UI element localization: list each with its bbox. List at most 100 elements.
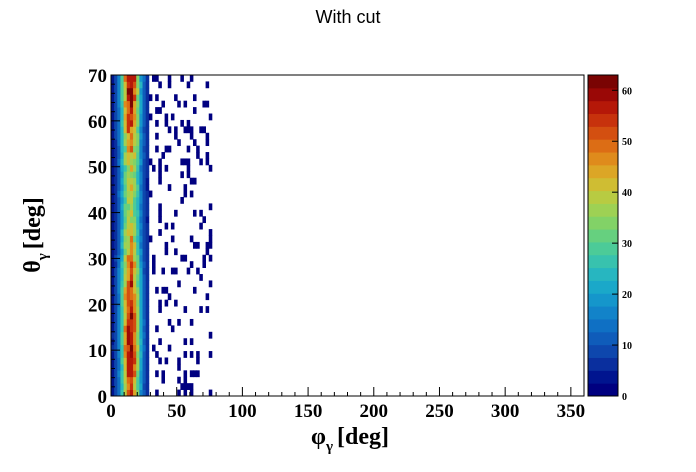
heatmap-cell [123,222,128,230]
heatmap-cell [164,119,169,127]
heatmap-cell [177,100,181,108]
heatmap-cell [123,171,128,179]
heatmap-cell [111,107,115,114]
heatmap-cell [123,184,128,191]
color-scale-bin [588,203,618,217]
heatmap-cell [126,81,131,89]
heatmap-cell [174,126,178,134]
heatmap-cell [111,229,115,236]
heatmap-cell [139,357,143,365]
heatmap-cell [142,351,147,358]
heatmap-cell [189,75,194,82]
heatmap-cell [120,164,125,172]
heatmap-cell [177,357,181,365]
heatmap-cell [123,351,128,358]
heatmap-cell [145,203,150,211]
heatmap-cell [183,370,188,378]
heatmap-cell [129,145,134,153]
heatmap-cell [114,267,118,275]
heatmap-cell [189,132,194,140]
heatmap-cell [139,344,143,352]
heatmap-cell [129,75,134,82]
heatmap-cell [158,177,162,185]
heatmap-cell [145,274,150,281]
heatmap-cell [158,158,162,166]
heatmap-cell [133,299,137,307]
heatmap-cell [136,293,140,301]
x-tick-label: 350 [557,401,586,422]
heatmap-cell [133,190,137,198]
heatmap-cell [155,132,159,140]
heatmap-cell [133,164,137,172]
heatmap-cell [129,158,134,166]
heatmap-cell [123,389,128,397]
heatmap-cell [120,389,125,397]
heatmap-cell [114,351,118,358]
heatmap-cell [145,280,150,288]
color-scale-bin [588,75,618,89]
heatmap-cell [136,87,140,95]
heatmap-cell [145,370,150,378]
heatmap-cell [129,152,134,159]
heatmap-cell [145,357,150,365]
heatmap-cell [133,325,137,333]
heatmap-cell [120,331,125,339]
heatmap-cell [120,145,125,153]
heatmap-cell [148,235,153,243]
heatmap-cell [117,126,121,134]
heatmap-cell [177,139,181,147]
heatmap-cell [136,286,140,294]
heatmap-cell [145,87,150,95]
heatmap-cell [142,241,147,249]
heatmap-cell [111,370,115,378]
heatmap-cell [145,158,150,166]
heatmap-cell [142,158,147,166]
y-tick-label: 40 [88,204,107,225]
heatmap-cell [120,318,125,326]
heatmap-cell [139,184,143,191]
heatmap-cell [129,299,134,307]
heatmap-cell [123,280,128,288]
heatmap-cell [123,126,128,134]
heatmap-cell [117,203,121,211]
heatmap-cell [142,81,147,89]
heatmap-cell [126,209,131,217]
heatmap-cell [205,100,210,108]
heatmap-cell [123,331,128,339]
heatmap-cell [129,113,134,121]
heatmap-cell [126,184,131,191]
heatmap-cell [145,344,150,352]
heatmap-cell [205,306,210,313]
heatmap-cell [148,94,153,102]
heatmap-cell [139,306,143,313]
heatmap-cell [129,357,134,365]
heatmap-cell [123,267,128,275]
heatmap-cell [111,376,115,384]
heatmap-cell [111,299,115,307]
heatmap-cell [183,254,188,262]
heatmap-cell [111,248,115,256]
heatmap-cell [114,357,118,365]
heatmap-cell [117,370,121,378]
heatmap-cell [117,158,121,166]
heatmap-cell [177,376,181,384]
heatmap-cell [145,376,150,384]
heatmap-cell [189,338,194,346]
heatmap-cell [158,203,162,211]
heatmap-cell [114,274,118,281]
z-tick-label: 30 [622,239,632,250]
heatmap-cell [126,363,131,371]
heatmap-cell [136,357,140,365]
heatmap-cell [123,286,128,294]
heatmap-cell [123,318,128,326]
heatmap-cell [117,383,121,390]
heatmap-cell [126,158,131,166]
heatmap-cell [139,216,143,224]
heatmap-cells [111,75,213,397]
heatmap-cell [129,383,134,390]
heatmap-cell [202,126,206,134]
heatmap-cell [139,107,143,114]
heatmap-cell [126,216,131,224]
heatmap-cell [120,312,125,320]
heatmap-cell [145,222,150,230]
